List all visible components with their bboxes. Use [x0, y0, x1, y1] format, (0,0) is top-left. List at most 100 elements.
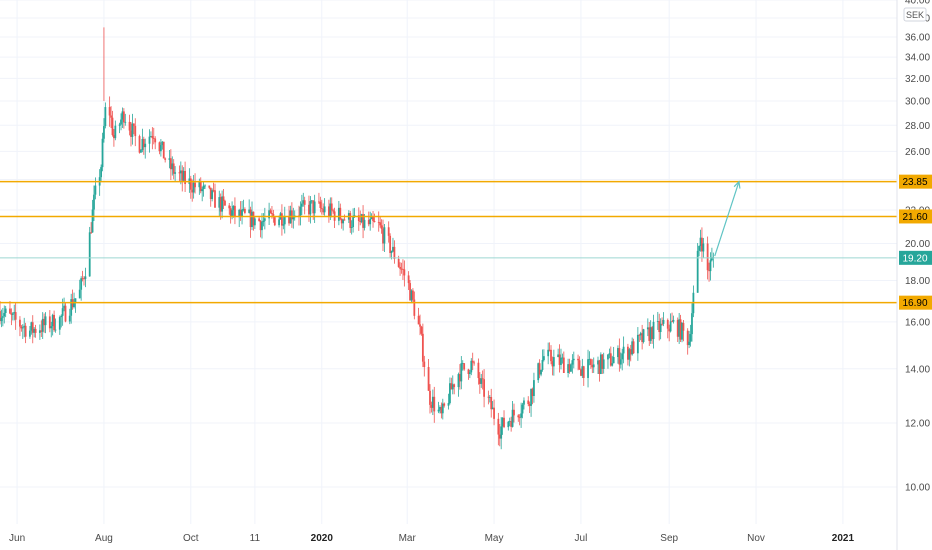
candle-body — [629, 349, 632, 355]
candle-body — [140, 150, 142, 153]
candle-body — [686, 330, 689, 346]
candle-body — [468, 372, 471, 374]
candle-body — [709, 260, 712, 272]
candle-body — [702, 243, 705, 252]
candle-body — [612, 357, 615, 364]
candle-body — [231, 210, 233, 217]
candle-body — [503, 417, 505, 428]
candle-body — [639, 333, 642, 336]
candle-body — [662, 319, 665, 324]
y-tick-label: 18.00 — [905, 276, 930, 287]
candle-body — [302, 200, 305, 204]
candle-body — [131, 123, 134, 137]
candle-body — [399, 266, 401, 269]
candle-body — [211, 190, 214, 199]
price-axis[interactable]: 10.0012.0014.0016.0018.0020.0022.0024.00… — [905, 0, 930, 493]
candle-body — [194, 182, 196, 188]
candle-body — [597, 360, 599, 365]
candle-body — [132, 123, 135, 126]
candle-body — [552, 357, 555, 367]
candle-body — [631, 341, 634, 355]
candle-body — [292, 217, 295, 220]
currency-badge[interactable] — [903, 7, 927, 22]
candle-body — [562, 357, 565, 373]
candle-body — [234, 205, 236, 217]
candle-body — [290, 210, 293, 220]
candle-body — [431, 396, 434, 408]
candle-body — [383, 227, 386, 244]
candle-body — [511, 409, 514, 427]
candle-body — [379, 222, 382, 226]
candle-body — [14, 312, 17, 320]
candle-body — [271, 213, 273, 215]
candle-body — [557, 354, 560, 358]
candle-body — [582, 366, 585, 378]
horizontal-levels[interactable] — [0, 180, 897, 304]
candle-body — [598, 360, 601, 374]
candle-body — [281, 213, 283, 226]
candle-body — [13, 312, 16, 314]
candle-body — [672, 319, 675, 322]
candle-body — [518, 417, 521, 419]
candle-body — [150, 135, 152, 137]
candle-body — [360, 214, 363, 223]
candle-body — [241, 209, 243, 217]
candle-body — [689, 334, 692, 342]
candle-body — [501, 417, 504, 427]
candle-body — [500, 426, 503, 439]
y-tick-label: 32.00 — [905, 74, 930, 85]
candle-body — [666, 319, 669, 329]
candle-body — [318, 201, 320, 203]
candle-body — [538, 363, 541, 375]
candle-body — [471, 360, 474, 363]
candle-body — [148, 136, 151, 144]
candle-body — [508, 421, 511, 422]
candle-body — [319, 201, 322, 208]
candle-body — [467, 369, 470, 374]
candle-body — [487, 396, 490, 398]
candle-body — [21, 327, 24, 329]
x-tick-label: Sep — [660, 533, 678, 544]
candle-body — [530, 388, 532, 406]
candle-body — [273, 217, 276, 226]
x-tick-label: 2020 — [311, 533, 334, 544]
candle-body — [547, 349, 550, 357]
time-axis[interactable]: Jun Aug Oct 11 2020 Mar May Jul Sep Nov 2021 — [9, 533, 854, 544]
candle-body — [437, 409, 440, 412]
candle-body — [178, 172, 181, 174]
candle-body — [528, 404, 531, 406]
candle-body — [497, 418, 500, 435]
price-tags: 23.85 21.60 16.90 19.20 — [899, 174, 932, 310]
candle-body — [229, 208, 232, 217]
candle-body — [409, 283, 411, 301]
candle-body — [90, 232, 93, 234]
candle-body — [161, 141, 164, 146]
candle-body — [577, 358, 579, 361]
candlestick-series — [0, 27, 715, 450]
candle-body — [121, 111, 124, 120]
candle-body — [209, 187, 212, 199]
candle-body — [413, 299, 416, 316]
candle-body — [580, 369, 582, 376]
candle-body — [101, 138, 104, 168]
candle-body — [24, 325, 27, 337]
projection-arrow[interactable] — [714, 180, 741, 257]
candle-body — [64, 305, 67, 322]
candle-body — [29, 330, 31, 337]
y-tick-label: 34.00 — [905, 53, 930, 64]
candle-body — [182, 170, 185, 181]
x-tick-label: 2021 — [832, 533, 855, 544]
candle-body — [0, 311, 1, 322]
candle-body — [199, 181, 202, 192]
candle-body — [272, 214, 275, 218]
candle-body — [23, 325, 26, 328]
y-tick-label: 30.00 — [905, 97, 930, 108]
candle-body — [648, 327, 651, 341]
candle-body — [38, 330, 41, 333]
candle-body — [1, 316, 4, 318]
candle-body — [258, 218, 261, 222]
candle-body — [427, 366, 430, 391]
candle-body — [676, 319, 679, 337]
candle-body — [330, 203, 333, 211]
